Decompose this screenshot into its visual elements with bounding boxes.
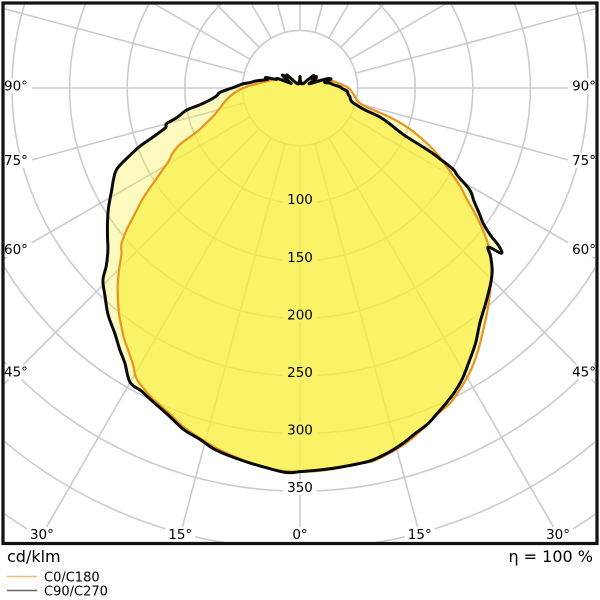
label-knockout [165, 527, 196, 542]
radial-tick-label: 350 [287, 480, 313, 496]
efficiency-label: η = 100 % [508, 547, 593, 566]
ray-gridline [355, 8, 595, 74]
label-knockout [543, 527, 574, 542]
label-knockout [404, 527, 435, 542]
angle-tick-label: 60° [4, 242, 28, 258]
radial-tick-label: 300 [287, 423, 313, 439]
label-knockout [568, 78, 595, 94]
angle-tick-label: 15° [168, 527, 192, 543]
ray-gridline [4, 102, 245, 169]
tick-labels: 100 150 200 250 300 350 0° 15° 15° 30° 30° 45° 45° 60… [4, 79, 596, 543]
ray-gridline [4, 7, 245, 74]
angle-tick-label: 15° [408, 527, 432, 543]
c90-c270-curve [101, 73, 504, 475]
label-knockout [285, 527, 315, 542]
label-knockout [568, 153, 595, 168]
fill-overlap [117, 75, 492, 472]
footer: cd/klm η = 100 % C0/C180 C90/C270 [7, 547, 593, 600]
radial-tick-label: 100 [287, 192, 313, 208]
label-knockout [568, 242, 595, 257]
angle-tick-label: 60° [572, 242, 596, 258]
angle-tick-label: 45° [4, 365, 28, 381]
angle-tick-label: 30° [30, 527, 54, 543]
ray-gridline [355, 102, 595, 168]
label-knockout [283, 479, 317, 495]
label-knockout [4, 242, 32, 257]
plot-frame [1, 1, 599, 546]
angle-tick-label: 0° [292, 527, 307, 543]
legend-label-c90-c270: C90/C270 [44, 585, 108, 600]
label-knockout [4, 78, 32, 94]
angle-tick-label: 75° [4, 153, 28, 169]
radial-tick-label: 250 [287, 365, 313, 381]
ray-gridline [349, 4, 447, 60]
intensity-curves [101, 73, 504, 475]
angle-tick-label: 45° [572, 365, 596, 381]
unit-label: cd/klm [7, 547, 61, 566]
intensity-area-fills [102, 74, 502, 473]
angle-tick-label: 75° [572, 153, 596, 169]
label-knockout [26, 527, 57, 542]
radial-tick-label: 150 [287, 250, 313, 266]
label-knockout [568, 364, 595, 380]
ray-gridline [153, 4, 251, 60]
angle-tick-label: 30° [546, 527, 570, 543]
angle-tick-label: 90° [572, 79, 596, 95]
legend-label-c0-c180: C0/C180 [44, 571, 100, 586]
label-knockout [4, 364, 32, 380]
label-knockout [4, 153, 32, 168]
radial-tick-label: 200 [287, 307, 313, 323]
angle-tick-label: 90° [4, 79, 28, 95]
